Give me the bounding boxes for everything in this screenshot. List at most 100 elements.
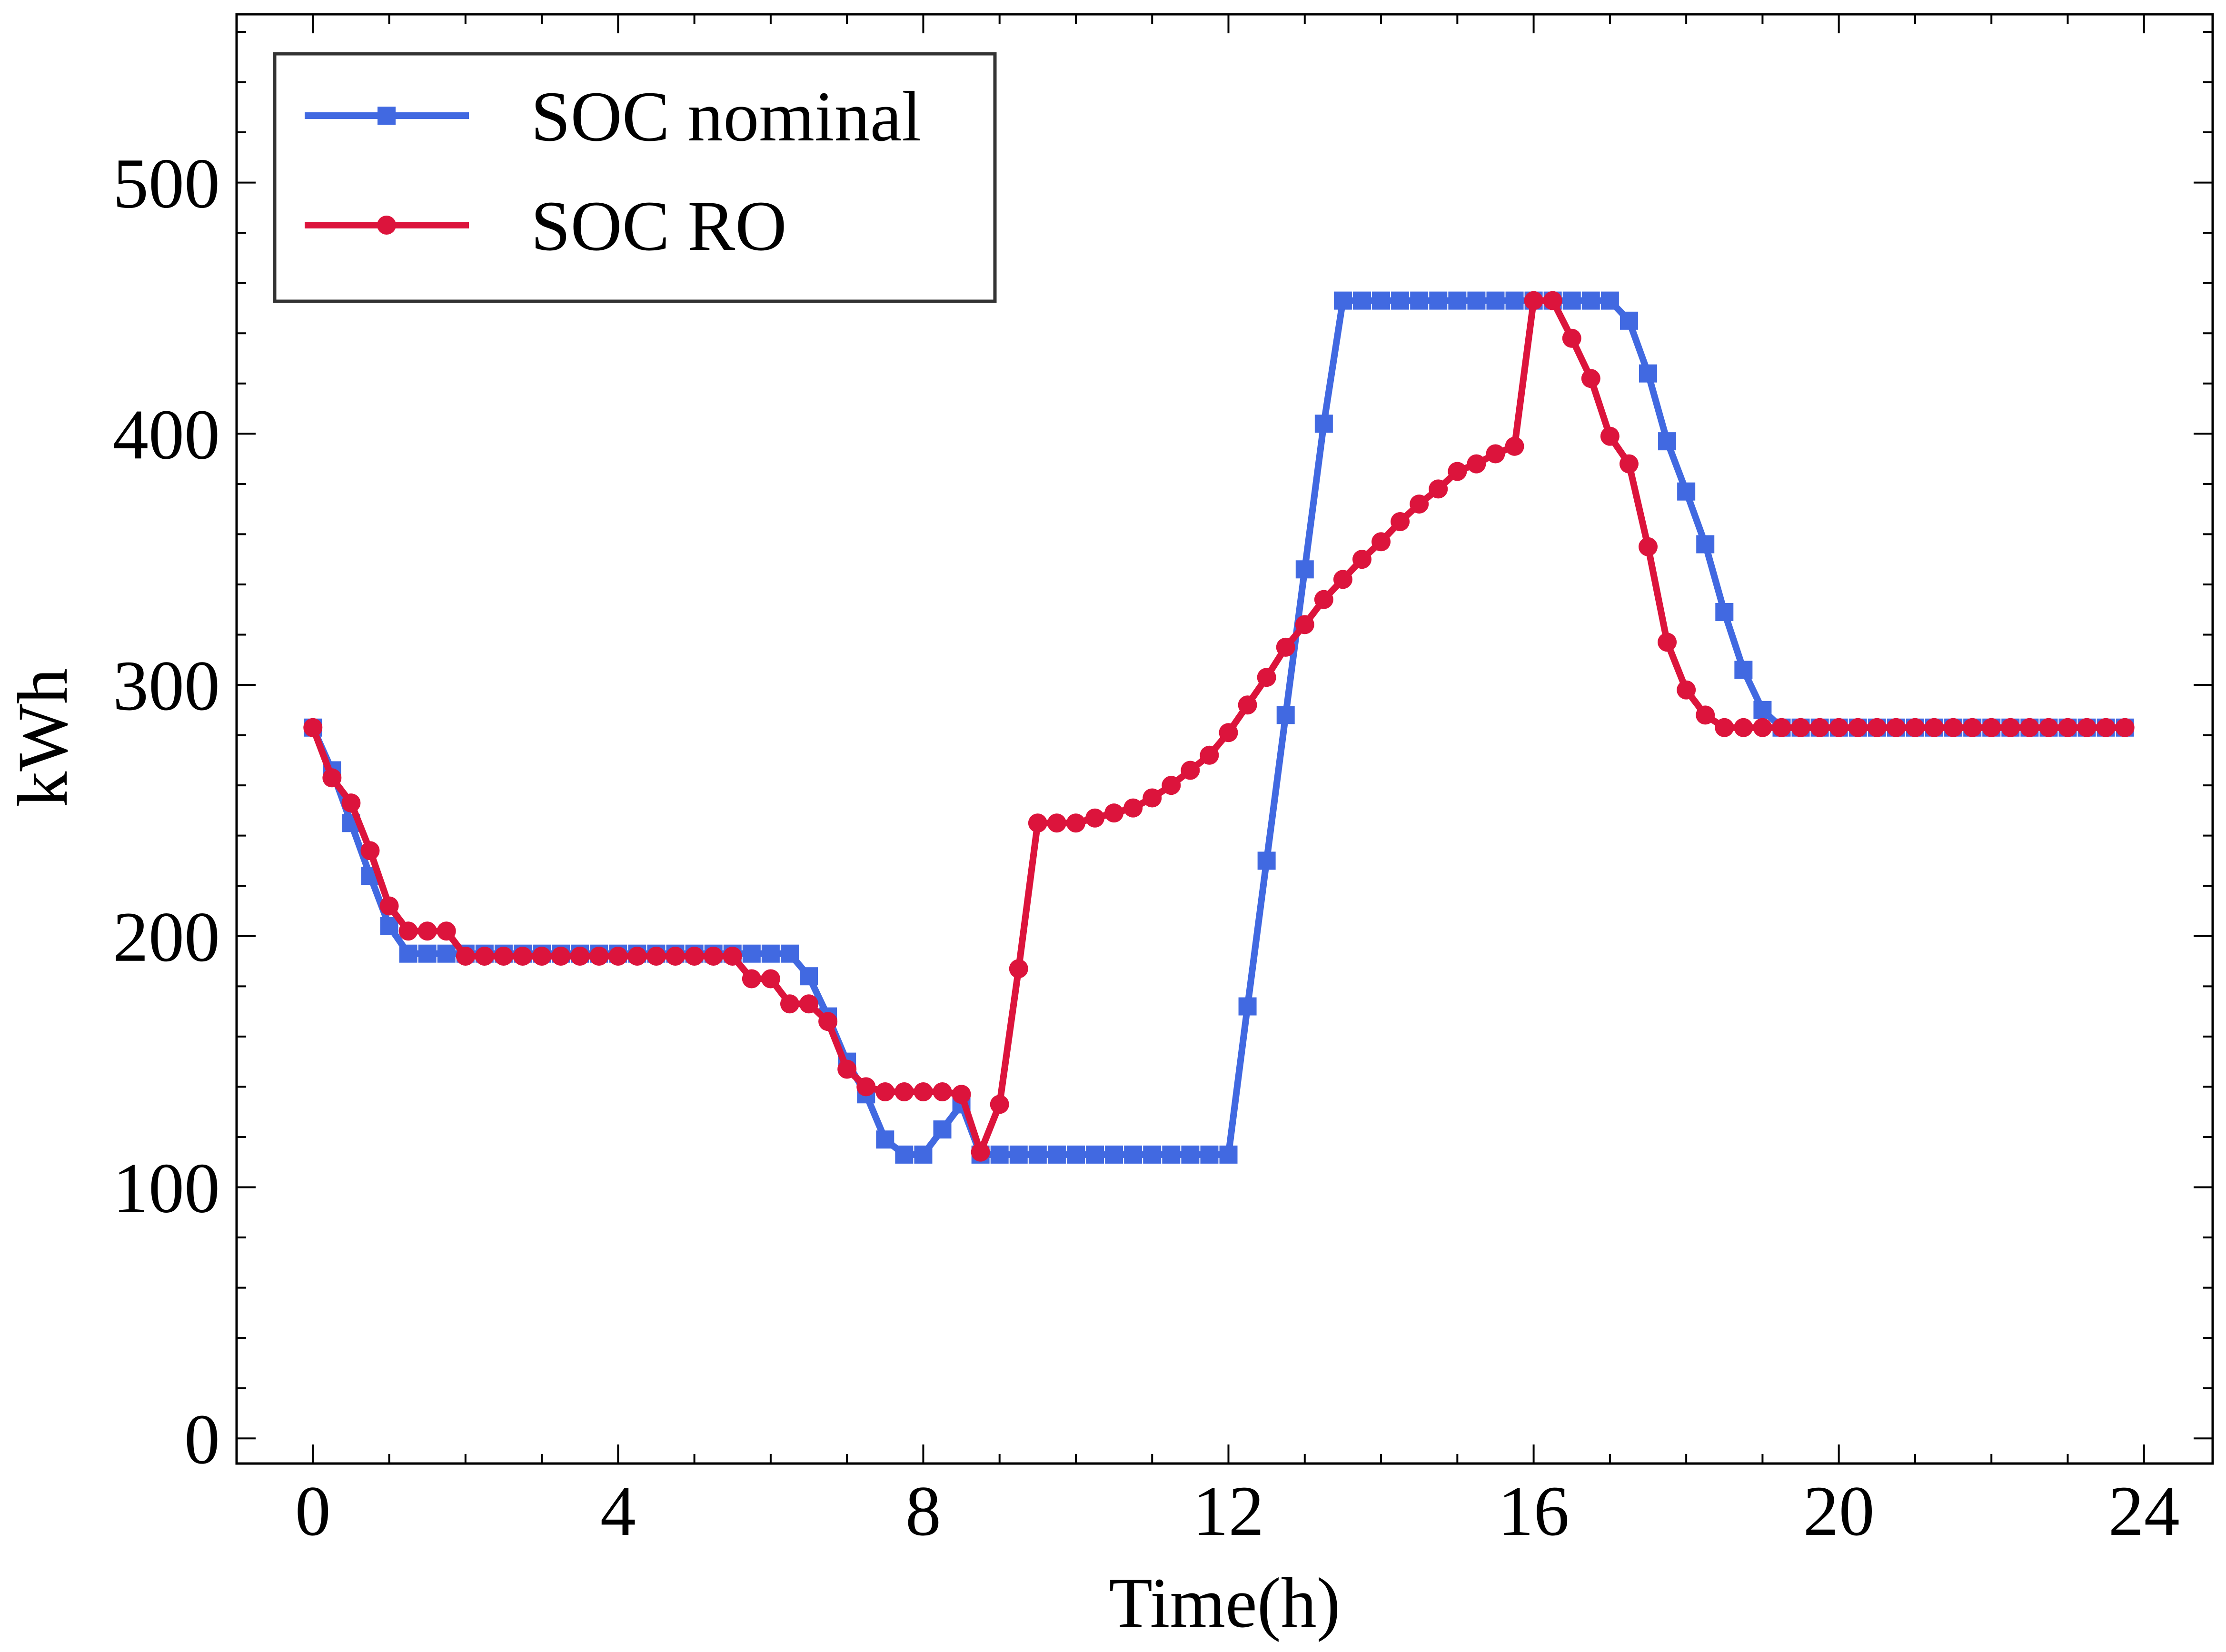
- data-point-square: [742, 944, 761, 963]
- data-point-square: [1314, 415, 1333, 433]
- data-point-square: [1467, 291, 1486, 310]
- y-tick-label: 500: [113, 144, 220, 223]
- data-point-circle: [1925, 718, 1944, 737]
- legend-entry-soc-ro: SOC RO: [305, 187, 787, 266]
- data-point-circle: [1143, 788, 1162, 808]
- data-point-circle: [1219, 723, 1238, 742]
- data-point-circle: [1181, 761, 1200, 780]
- data-point-circle: [437, 921, 456, 941]
- data-point-circle: [1905, 718, 1925, 737]
- data-point-square: [1086, 1145, 1104, 1164]
- data-point-circle: [875, 1082, 895, 1101]
- data-point-circle: [1505, 436, 1524, 456]
- legend-label-soc-nominal: SOC nominal: [531, 77, 922, 156]
- data-point-circle: [303, 718, 323, 737]
- data-point-circle: [1391, 512, 1410, 532]
- data-point-circle: [1772, 718, 1791, 737]
- data-point-square: [990, 1145, 1009, 1164]
- data-point-circle: [1963, 718, 1982, 737]
- data-point-circle: [646, 946, 666, 966]
- y-tick-label: 100: [113, 1148, 220, 1227]
- data-point-square: [780, 944, 799, 963]
- data-point-circle: [685, 946, 704, 966]
- data-point-square: [761, 944, 780, 963]
- data-point-square: [800, 967, 818, 986]
- data-point-circle: [742, 969, 761, 989]
- data-point-circle: [2077, 718, 2097, 737]
- data-point-square: [1620, 311, 1638, 330]
- data-point-circle: [933, 1082, 952, 1101]
- data-point-circle: [570, 946, 590, 966]
- data-point-circle: [1123, 798, 1143, 818]
- data-point-circle: [513, 946, 533, 966]
- x-axis-title: Time(h): [1109, 1563, 1340, 1642]
- data-point-circle: [1276, 637, 1295, 657]
- data-point-square: [1200, 1145, 1219, 1164]
- data-point-circle: [1791, 718, 1810, 737]
- legend: SOC nominal SOC RO: [273, 52, 997, 303]
- data-point-circle: [1162, 776, 1181, 795]
- data-point-circle: [398, 921, 418, 941]
- data-point-circle: [1696, 705, 1715, 725]
- data-point-circle: [1486, 444, 1505, 464]
- data-point-circle: [589, 946, 609, 966]
- data-point-circle: [2058, 718, 2077, 737]
- data-point-circle: [723, 946, 742, 966]
- data-point-circle: [1734, 718, 1753, 737]
- data-point-circle: [990, 1095, 1009, 1114]
- data-point-square: [1009, 1145, 1028, 1164]
- data-point-circle: [1524, 291, 1543, 310]
- legend-label-soc-ro: SOC RO: [531, 187, 787, 266]
- x-tick-label: 12: [1193, 1472, 1264, 1551]
- data-point-circle: [1753, 718, 1772, 737]
- data-point-square: [1295, 560, 1314, 579]
- data-point-circle: [1982, 718, 2001, 737]
- data-point-square: [933, 1120, 952, 1139]
- data-point-circle: [1658, 633, 1677, 652]
- data-point-circle: [1371, 532, 1391, 552]
- data-point-square: [418, 944, 437, 963]
- legend-entry-soc-nominal: SOC nominal: [305, 77, 922, 156]
- data-point-circle: [475, 946, 494, 966]
- data-point-square: [399, 944, 417, 963]
- data-point-circle: [1600, 426, 1620, 446]
- data-point-circle: [1009, 959, 1028, 979]
- data-point-square: [1429, 291, 1448, 310]
- data-point-circle: [1257, 668, 1276, 687]
- data-point-square: [1257, 851, 1276, 870]
- data-point-square: [1162, 1145, 1181, 1164]
- data-point-square: [1372, 291, 1391, 310]
- series-soc-ro: [303, 291, 2135, 1162]
- data-point-circle: [1104, 803, 1124, 823]
- data-point-circle: [1867, 718, 1887, 737]
- data-point-circle: [818, 1012, 838, 1031]
- data-point-square: [1391, 291, 1410, 310]
- data-point-square: [1562, 291, 1581, 310]
- plot-frame: [235, 13, 2214, 1465]
- data-point-circle: [799, 994, 819, 1014]
- data-point-circle: [2039, 718, 2058, 737]
- data-point-circle: [360, 841, 380, 861]
- data-point-square: [1276, 706, 1295, 724]
- data-point-square: [1581, 291, 1600, 310]
- data-point-circle: [1810, 718, 1829, 737]
- data-point-circle: [780, 994, 799, 1014]
- data-point-square: [895, 1145, 914, 1164]
- data-point-circle: [1848, 718, 1868, 737]
- data-point-circle: [341, 793, 361, 813]
- tick-labels: 0 4 8 12 16 20 24 0 100 200 300 400 500: [113, 144, 2180, 1551]
- series-layer: [303, 291, 2135, 1164]
- data-point-circle: [837, 1059, 857, 1079]
- data-point-square: [1352, 291, 1371, 310]
- data-point-square: [1486, 291, 1505, 310]
- data-point-circle: [856, 1077, 876, 1097]
- data-point-square: [1658, 432, 1677, 451]
- x-tick-label: 4: [600, 1472, 636, 1551]
- data-point-square: [1600, 291, 1619, 310]
- data-point-circle: [1829, 718, 1848, 737]
- data-point-circle: [761, 969, 780, 989]
- data-point-circle: [952, 1085, 971, 1104]
- data-point-circle: [1715, 718, 1734, 737]
- data-point-circle: [1238, 695, 1257, 715]
- data-point-square: [1124, 1145, 1143, 1164]
